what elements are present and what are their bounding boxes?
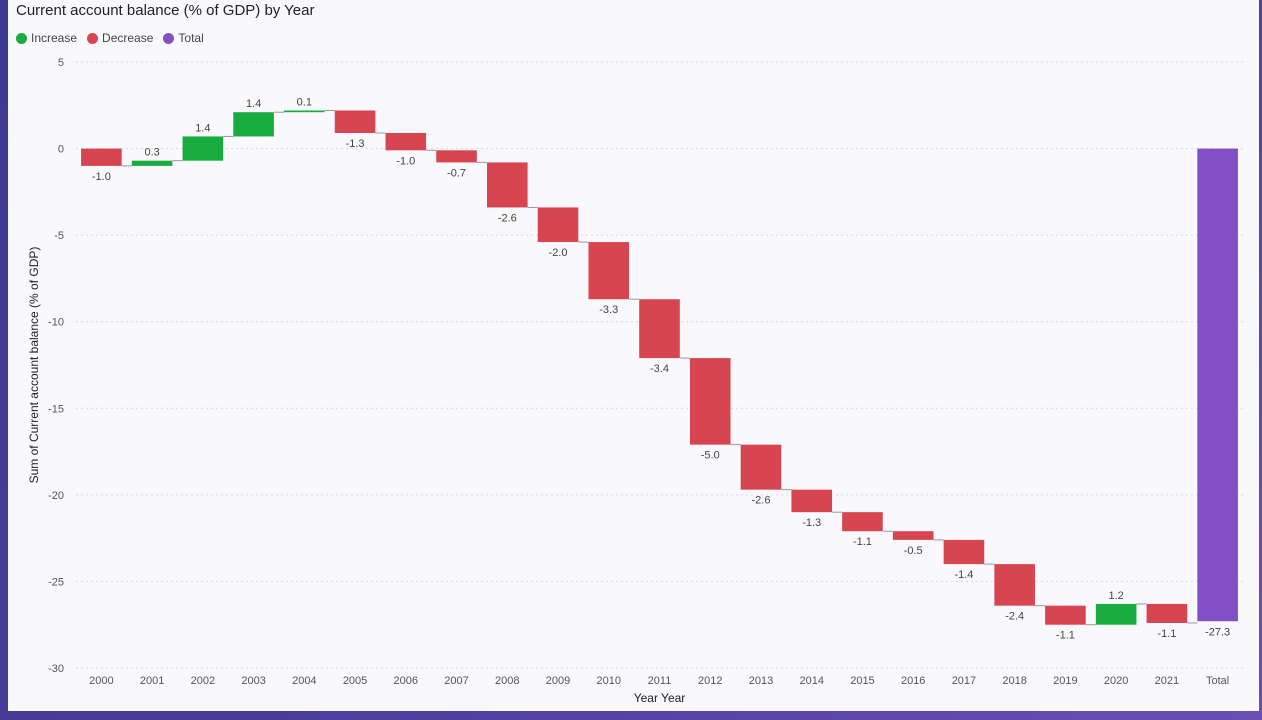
decrease-bar <box>639 299 680 359</box>
legend-item-total[interactable]: Total <box>163 31 204 45</box>
increase-bar <box>182 136 224 161</box>
data-label: -2.0 <box>549 247 568 259</box>
decrease-bar <box>436 150 477 163</box>
x-tick-label: 2014 <box>799 675 823 687</box>
decrease-bar <box>740 444 782 490</box>
increase-bar <box>284 110 325 113</box>
total-dot-icon <box>163 32 175 44</box>
x-tick-label: 2018 <box>1002 675 1026 687</box>
data-label: -1.1 <box>1157 628 1176 640</box>
x-tick-label: 2002 <box>191 675 215 687</box>
decrease-bar <box>81 148 122 166</box>
decrease-bar <box>1146 603 1188 623</box>
data-label: -1.0 <box>92 171 111 183</box>
decrease-bar <box>334 110 376 133</box>
x-tick-label: 2009 <box>546 675 570 687</box>
x-axis-title: Year Year <box>634 691 686 705</box>
x-tick-label: 2003 <box>241 675 265 687</box>
data-label: 1.4 <box>246 98 261 110</box>
y-axis-title: Sum of Current account balance (% of GDP… <box>27 247 41 484</box>
legend-label-increase: Increase <box>31 31 78 45</box>
total-bar <box>1197 148 1238 622</box>
increase-bar <box>131 160 173 166</box>
waterfall-chart: 5 0 -5 -10 -15 -20 -25 -30 Year Year Sum of Curre… <box>27 57 1243 705</box>
y-tick-label: -5 <box>54 230 64 242</box>
data-label: -0.5 <box>904 545 923 557</box>
x-tick-label: 2011 <box>648 675 672 687</box>
y-tick-label: 0 <box>58 144 64 156</box>
data-label: -0.7 <box>447 167 466 179</box>
data-label: -1.3 <box>346 138 365 150</box>
x-tick-label: 2013 <box>749 675 773 687</box>
decrease-bar <box>842 512 883 532</box>
decrease-dot-icon <box>87 32 99 44</box>
decrease-bar <box>892 531 934 540</box>
x-tick-label: 2016 <box>901 675 925 687</box>
x-tick-label: 2015 <box>850 675 874 687</box>
data-label: -5.0 <box>701 450 720 462</box>
x-tick-label: 2020 <box>1104 675 1128 687</box>
decrease-bar <box>689 358 731 445</box>
legend-item-increase[interactable]: Increase <box>16 31 77 45</box>
x-tick-label: 2001 <box>140 675 164 687</box>
decrease-bar <box>791 489 833 513</box>
decrease-bar <box>994 564 1035 606</box>
x-tick-label: 2006 <box>394 675 418 687</box>
decrease-bar <box>385 132 427 151</box>
data-label: 0.1 <box>297 96 312 108</box>
legend: Increase Decrease Total <box>16 31 204 45</box>
chart-panel: Current account balance (% of GDP) by Ye… <box>8 0 1259 711</box>
y-tick-label: -20 <box>48 490 64 502</box>
x-tick-label: 2000 <box>89 675 113 687</box>
decrease-bar <box>943 539 985 565</box>
x-tick-label: 2007 <box>444 675 468 687</box>
data-label: -2.6 <box>498 212 517 224</box>
increase-bar <box>1095 603 1137 625</box>
data-label: -3.3 <box>599 304 618 316</box>
increase-dot-icon <box>16 32 27 44</box>
y-tick-label: -15 <box>48 403 64 415</box>
data-label: 0.3 <box>144 147 159 159</box>
y-tick-label: -25 <box>48 576 64 588</box>
data-label: -1.1 <box>853 536 872 548</box>
x-tick-label: 2012 <box>698 675 722 687</box>
legend-label-total: Total <box>178 31 204 45</box>
x-tick-label: 2021 <box>1155 675 1179 687</box>
decrease-bar <box>537 207 579 243</box>
data-label: -1.1 <box>1056 630 1075 642</box>
x-tick-label: 2008 <box>495 675 519 687</box>
data-label: -1.4 <box>954 569 973 581</box>
y-tick-label: -10 <box>48 317 64 329</box>
x-tick-label: 2005 <box>343 675 367 687</box>
decrease-bar <box>1045 605 1086 625</box>
chart-title: Current account balance (% of GDP) by Ye… <box>16 2 315 19</box>
decrease-bar <box>486 162 528 208</box>
y-tick-label: -30 <box>48 663 64 675</box>
x-tick-label: 2017 <box>952 675 976 687</box>
data-label: -1.3 <box>802 517 821 529</box>
data-label: -27.3 <box>1205 626 1230 638</box>
x-tick-label: Total <box>1206 675 1229 687</box>
data-label: -2.6 <box>751 495 770 507</box>
legend-item-decrease[interactable]: Decrease <box>87 31 153 45</box>
data-label: -3.4 <box>650 363 669 375</box>
decrease-bar <box>588 242 630 300</box>
x-tick-label: 2004 <box>292 675 316 687</box>
legend-label-decrease: Decrease <box>102 31 154 45</box>
increase-bar <box>233 112 274 137</box>
x-tick-label: 2019 <box>1053 675 1077 687</box>
x-tick-label: 2010 <box>597 675 621 687</box>
data-label: 1.4 <box>195 122 210 134</box>
data-label: 1.2 <box>1109 590 1124 602</box>
data-label: -2.4 <box>1005 611 1024 623</box>
data-label: -1.0 <box>396 155 415 167</box>
y-tick-label: 5 <box>58 57 64 69</box>
